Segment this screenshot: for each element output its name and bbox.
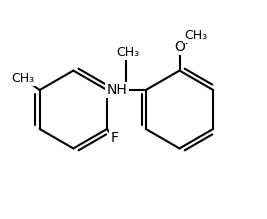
Text: CH₃: CH₃ (184, 29, 207, 42)
Text: F: F (110, 131, 118, 145)
Text: CH₃: CH₃ (116, 46, 139, 59)
Text: CH₃: CH₃ (11, 72, 35, 85)
Text: O: O (174, 40, 185, 54)
Text: NH: NH (106, 83, 127, 97)
